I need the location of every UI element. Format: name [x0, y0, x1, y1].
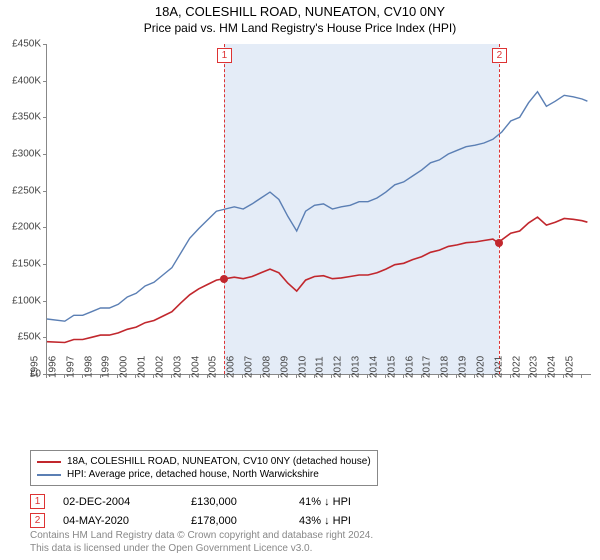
y-tick-label: £450K: [0, 39, 41, 50]
x-tick-label: 2025: [565, 356, 576, 378]
x-tick-label: 2011: [315, 356, 326, 378]
x-tick-label: 2000: [119, 356, 130, 378]
y-tick-mark: [43, 301, 47, 302]
x-tick-label: 2016: [404, 356, 415, 378]
x-tick-mark: [581, 374, 582, 378]
x-tick-label: 2006: [226, 356, 237, 378]
x-tick-label: 2021: [493, 356, 504, 378]
sale-row-marker: 2: [30, 513, 45, 528]
y-tick-label: £50K: [0, 332, 41, 343]
y-tick-mark: [43, 44, 47, 45]
page-title: 18A, COLESHILL ROAD, NUNEATON, CV10 0NY: [0, 0, 600, 19]
y-tick-label: £300K: [0, 149, 41, 160]
y-tick-label: £250K: [0, 185, 41, 196]
x-tick-label: 2019: [458, 356, 469, 378]
y-tick-label: £200K: [0, 222, 41, 233]
x-tick-label: 2020: [475, 356, 486, 378]
sale-row: 2 04-MAY-2020 £178,000 43% ↓ HPI: [30, 511, 570, 530]
footnote: Contains HM Land Registry data © Crown c…: [30, 530, 373, 555]
x-tick-label: 2023: [529, 356, 540, 378]
x-tick-label: 1999: [101, 356, 112, 378]
x-tick-label: 1997: [65, 356, 76, 378]
x-tick-label: 2008: [261, 356, 272, 378]
footnote-line1: Contains HM Land Registry data © Crown c…: [30, 530, 373, 543]
y-tick-label: £400K: [0, 75, 41, 86]
x-tick-label: 2018: [440, 356, 451, 378]
sale-price: £130,000: [191, 496, 281, 508]
x-tick-label: 1996: [47, 356, 58, 378]
legend-swatch: [37, 461, 61, 463]
series-property: [47, 217, 587, 342]
page-subtitle: Price paid vs. HM Land Registry's House …: [0, 19, 600, 35]
y-tick-mark: [43, 154, 47, 155]
sale-marker-line: [224, 44, 225, 374]
sale-date: 02-DEC-2004: [63, 496, 173, 508]
x-tick-label: 2010: [297, 356, 308, 378]
chart: 12 £0£50K£100K£150K£200K£250K£300K£350K£…: [46, 44, 590, 414]
x-tick-label: 2015: [386, 356, 397, 378]
sale-marker-line: [499, 44, 500, 374]
x-tick-label: 2017: [422, 356, 433, 378]
x-tick-label: 2013: [351, 356, 362, 378]
x-tick-label: 2012: [333, 356, 344, 378]
x-tick-label: 2024: [547, 356, 558, 378]
sale-row-marker: 1: [30, 494, 45, 509]
y-tick-mark: [43, 264, 47, 265]
y-tick-mark: [43, 117, 47, 118]
footnote-line2: This data is licensed under the Open Gov…: [30, 543, 373, 556]
x-tick-label: 1995: [30, 356, 41, 378]
x-tick-label: 1998: [83, 356, 94, 378]
sale-date: 04-MAY-2020: [63, 515, 173, 527]
legend: 18A, COLESHILL ROAD, NUNEATON, CV10 0NY …: [30, 450, 570, 530]
y-tick-mark: [43, 227, 47, 228]
sale-delta: 43% ↓ HPI: [299, 515, 419, 527]
x-tick-label: 2009: [279, 356, 290, 378]
sale-marker-dot: [220, 275, 228, 283]
x-tick-label: 2022: [511, 356, 522, 378]
x-tick-label: 2014: [368, 356, 379, 378]
series-lines: [47, 44, 591, 374]
y-tick-mark: [43, 81, 47, 82]
x-tick-label: 2005: [208, 356, 219, 378]
plot-area: 12: [46, 44, 591, 375]
legend-row: 18A, COLESHILL ROAD, NUNEATON, CV10 0NY …: [37, 455, 371, 468]
y-tick-label: £350K: [0, 112, 41, 123]
x-tick-label: 2004: [190, 356, 201, 378]
x-tick-label: 2003: [172, 356, 183, 378]
x-tick-label: 2002: [154, 356, 165, 378]
y-tick-mark: [43, 337, 47, 338]
y-tick-label: £100K: [0, 295, 41, 306]
x-tick-label: 2007: [244, 356, 255, 378]
sale-price: £178,000: [191, 515, 281, 527]
sale-rows: 1 02-DEC-2004 £130,000 41% ↓ HPI 2 04-MAY-202…: [30, 492, 570, 530]
sale-marker-badge: 2: [492, 48, 507, 63]
y-tick-label: £150K: [0, 259, 41, 270]
y-tick-mark: [43, 191, 47, 192]
legend-row: HPI: Average price, detached house, Nort…: [37, 468, 371, 481]
x-tick-label: 2001: [137, 356, 148, 378]
legend-swatch: [37, 474, 61, 476]
sale-delta: 41% ↓ HPI: [299, 496, 419, 508]
sale-marker-badge: 1: [217, 48, 232, 63]
sale-marker-dot: [495, 239, 503, 247]
legend-label: 18A, COLESHILL ROAD, NUNEATON, CV10 0NY …: [67, 456, 371, 467]
series-hpi: [47, 92, 587, 322]
sale-row: 1 02-DEC-2004 £130,000 41% ↓ HPI: [30, 492, 570, 511]
legend-box: 18A, COLESHILL ROAD, NUNEATON, CV10 0NY …: [30, 450, 378, 486]
legend-label: HPI: Average price, detached house, Nort…: [67, 469, 319, 480]
